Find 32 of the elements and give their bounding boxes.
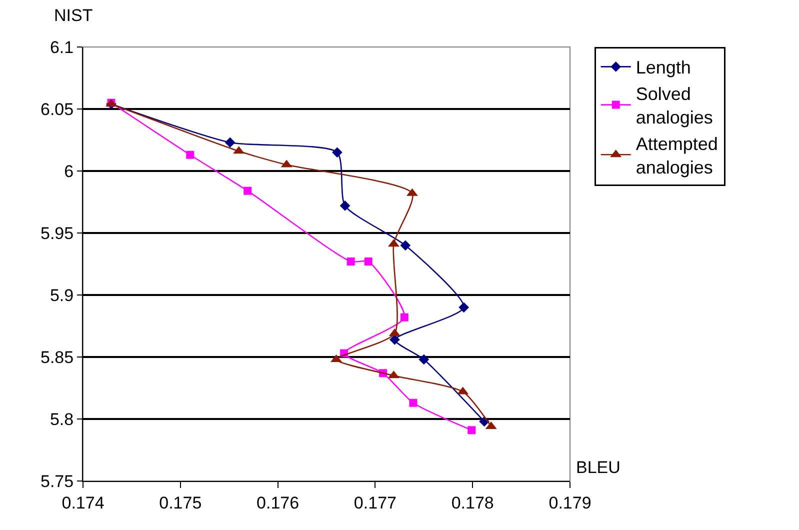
y-tick-label: 5.85	[40, 348, 74, 367]
x-tick-label: 0.174	[62, 493, 104, 512]
point	[468, 426, 476, 434]
point	[400, 240, 411, 251]
point	[409, 398, 418, 407]
y-tick-label: 5.95	[40, 224, 74, 243]
legend-label: Attempted analogies	[636, 134, 718, 178]
x-tick-label: 0.175	[159, 493, 202, 512]
y-tick-label: 5.9	[50, 286, 74, 305]
x-tick-label: 0.178	[451, 493, 494, 512]
y-tick-label: 6.1	[50, 38, 74, 57]
x-axis-title: BLEU	[576, 458, 620, 477]
y-tick-label: 6	[64, 162, 74, 181]
point	[346, 258, 355, 266]
y-tick-label: 5.75	[40, 472, 74, 491]
x-tick-label: 0.179	[548, 493, 592, 512]
y-axis-title: NIST	[54, 6, 93, 25]
point	[458, 302, 470, 313]
legend-label: Length	[636, 58, 691, 78]
point	[186, 150, 194, 159]
x-tick-label: 0.177	[354, 493, 396, 512]
x-tick-label: 0.176	[256, 493, 300, 512]
point	[244, 186, 252, 195]
y-tick-label: 6.05	[40, 100, 74, 119]
point	[340, 200, 350, 211]
point	[332, 147, 342, 158]
point	[400, 313, 408, 322]
point	[418, 354, 430, 365]
y-tick-label: 5.8	[50, 410, 74, 429]
legend-label: Solved analogies	[636, 84, 713, 128]
point	[364, 258, 372, 266]
point	[224, 137, 236, 148]
